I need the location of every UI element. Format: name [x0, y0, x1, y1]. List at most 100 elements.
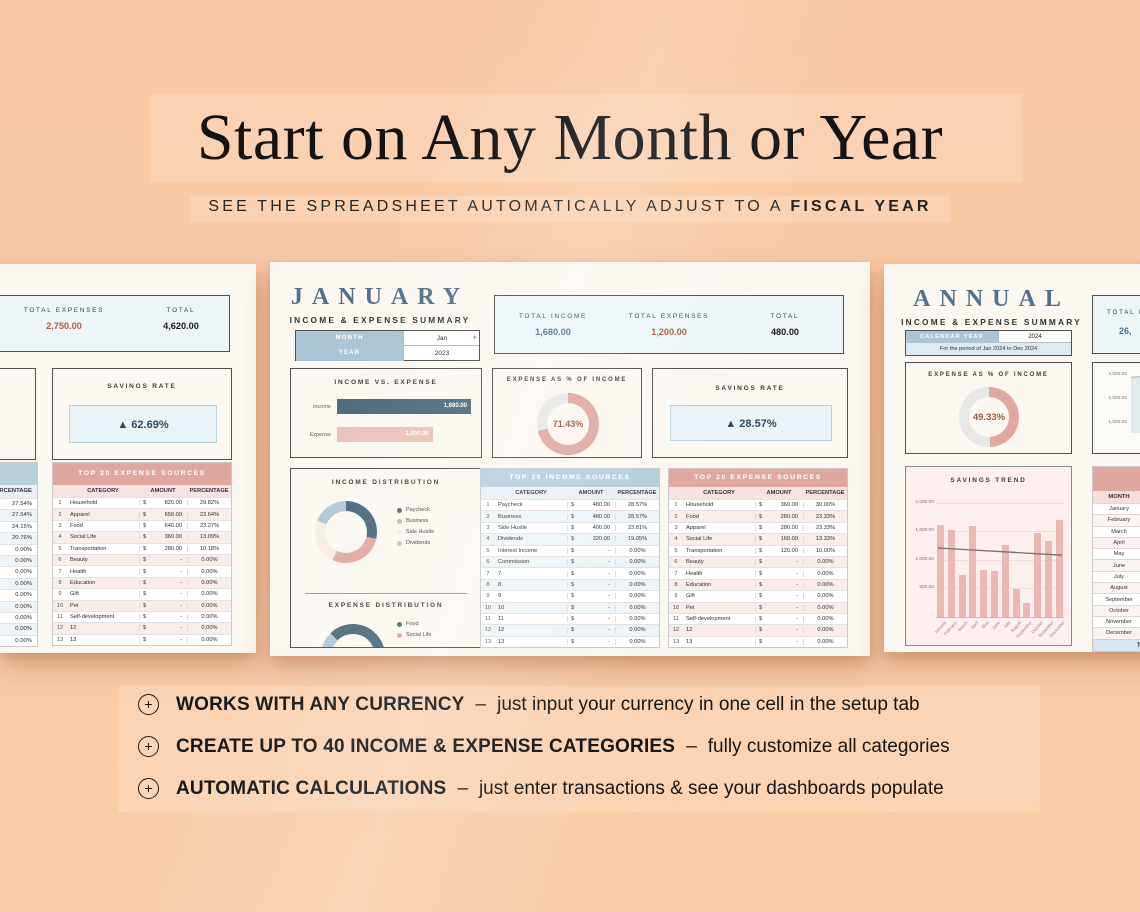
expense-pct-box: EXPENSE AS % OF INCOME 71.43%	[492, 368, 642, 458]
table-row[interactable]: 9 Gift $ - 0.00%	[53, 588, 231, 599]
month-row[interactable]: September	[1093, 593, 1140, 604]
percentage-cell[interactable]: 0.00%	[0, 623, 37, 635]
table-row[interactable]: 5 Transportation $ 120.00 10.00%	[669, 544, 847, 556]
table-row[interactable]: 6 Beauty $ - 0.00%	[53, 553, 231, 566]
table-row[interactable]: 7 Health $ - 0.00%	[669, 567, 847, 578]
percentage-cell[interactable]: 27.54%	[0, 509, 37, 521]
month-name: May	[1113, 551, 1125, 558]
table-row[interactable]: 3 Apparel $ 280.00 23.33%	[669, 521, 847, 533]
savings-rate-title: SAVINGS RATE	[715, 385, 785, 392]
percentage-cell[interactable]: 0.00%	[0, 554, 37, 567]
percentage-cell[interactable]: 24.15%	[0, 520, 37, 532]
annual-expense-pct-box: EXPENSE AS % OF INCOME 49.33%	[905, 362, 1072, 454]
table-row[interactable]: 4 Dividends $ 320.00 19.05%	[481, 533, 659, 545]
x-label: February	[942, 620, 958, 637]
income-bar: 1,680.00	[337, 399, 471, 414]
table-row[interactable]: 9 9 $ - 0.00%	[481, 590, 659, 601]
table-row[interactable]: 11 Self-development $ - 0.00%	[669, 612, 847, 624]
month-table-header-bar	[1093, 467, 1140, 491]
legend-item: Social Life	[397, 632, 431, 638]
table-row[interactable]: 10 10 $ - 0.00%	[481, 601, 659, 613]
table-row[interactable]: 13 13 $ - 0.00%	[481, 635, 659, 647]
table-row[interactable]: 10 Pet $ - 0.00%	[669, 601, 847, 613]
calendar-year-value[interactable]: 2024	[998, 331, 1071, 343]
table-row[interactable]: 12 12 $ - 0.00%	[669, 624, 847, 636]
table-row[interactable]: 13 13 $ - 0.00%	[669, 635, 847, 647]
table-row[interactable]: 7 7 $ - 0.00%	[481, 567, 659, 578]
savings-trend-title: SAVINGS TREND	[950, 477, 1027, 484]
col-category: CATEGORY	[87, 488, 119, 494]
dash-separator: –	[475, 693, 487, 715]
month-row[interactable]: June	[1093, 559, 1140, 571]
percentage-cell[interactable]: 27.54%	[0, 498, 37, 509]
table-row[interactable]: 8 Education $ - 0.00%	[669, 578, 847, 591]
table-row[interactable]: 2 Business $ 480.00 28.57%	[481, 510, 659, 522]
total-income-col: TOTAL INCOME 1,680.00	[498, 313, 608, 337]
table-row[interactable]: 6 Commission $ - 0.00%	[481, 555, 659, 568]
legend-label: Dividends	[406, 540, 431, 546]
annual-expense-pct-donut-chart: 49.33%	[959, 387, 1019, 447]
expense-table-rows: 1 Household $ 360.00 30.00% 2 Food $ 280…	[669, 499, 847, 647]
month-row[interactable]: October	[1093, 604, 1140, 616]
income-sources-table: TOP 20 INCOME SOURCES CATEGORY AMOUNT PE…	[480, 468, 660, 649]
month-name: October	[1109, 607, 1129, 614]
percentage-cell[interactable]: 0.00%	[0, 543, 37, 555]
month-row[interactable]: February	[1093, 514, 1140, 526]
percentage-cell[interactable]: 0.00%	[0, 577, 37, 590]
table-row[interactable]: 1 Paycheck $ 480.00 28.57%	[481, 499, 659, 510]
table-row[interactable]: 12 12 $ - 0.00%	[53, 622, 231, 634]
savings-bar	[1012, 588, 1020, 617]
table-row[interactable]: 5 Transportation $ 280.00 10.18%	[53, 542, 231, 554]
table-row[interactable]: 12 12 $ - 0.00%	[481, 624, 659, 636]
month-row[interactable]: December	[1093, 627, 1140, 639]
percentage-column-rows: 27.54% 27.54% 24.15% 20.76% 0.00% 0.00% 0.00% 0…	[0, 498, 37, 646]
table-row[interactable]: 8 8 $ - 0.00%	[481, 578, 659, 591]
dash-separator: –	[457, 777, 468, 799]
table-row[interactable]: 9 Gift $ - 0.00%	[669, 590, 847, 601]
table-row[interactable]: 2 Food $ 280.00 23.33%	[669, 510, 847, 522]
table-row[interactable]: 11 Self-development $ - 0.00%	[53, 610, 231, 622]
percentage-cell[interactable]: 0.00%	[0, 634, 37, 646]
month-row[interactable]: January	[1093, 503, 1140, 514]
percentage-cell[interactable]: 0.00%	[0, 611, 37, 623]
percentage-cell[interactable]: 0.00%	[0, 566, 37, 577]
table-row[interactable]: 1 Household $ 820.00 29.82%	[53, 497, 231, 508]
month-row[interactable]: July	[1093, 570, 1140, 582]
year-value-cell[interactable]: 2023	[403, 346, 480, 361]
page-subtitle: SEE THE SPREADSHEET AUTOMATICALLY ADJUST…	[0, 198, 1140, 216]
annual-total-label: TOTAL INCOME	[1107, 309, 1140, 316]
chevron-down-icon[interactable]: ▾	[473, 335, 476, 341]
savings-rate-box: SAVINGS RATE ▲ 28.57%	[652, 368, 848, 458]
y-tick: 1,500.00	[915, 528, 934, 533]
table-row[interactable]: 4 Social Life $ 160.00 13.33%	[669, 533, 847, 545]
table-row[interactable]: 8 Education $ - 0.00%	[53, 576, 231, 589]
table-row[interactable]: 5 Interest Income $ - 0.00%	[481, 544, 659, 556]
table-row[interactable]: 7 Health $ - 0.00%	[53, 565, 231, 576]
total-col: TOTAL 480.00	[730, 313, 840, 337]
table-row[interactable]: 2 Apparel $ 650.00 23.64%	[53, 508, 231, 520]
month-row[interactable]: March	[1093, 525, 1140, 537]
month-row[interactable]: November	[1093, 615, 1140, 627]
percentage-cell[interactable]: 20.76%	[0, 532, 37, 544]
income-table-rows: 1 Paycheck $ 480.00 28.57% 2 Business $ …	[481, 499, 659, 647]
table-row[interactable]: 3 Side Hustle $ 400.00 23.81%	[481, 521, 659, 533]
table-row[interactable]: 4 Social Life $ 360.00 13.09%	[53, 531, 231, 543]
table-row[interactable]: 13 13 $ - 0.00%	[53, 633, 231, 645]
month-row[interactable]: August	[1093, 582, 1140, 594]
table-row[interactable]: 6 Beauty $ - 0.00%	[669, 555, 847, 568]
expense-bar-label: Expense	[309, 432, 331, 438]
month-row[interactable]: April	[1093, 536, 1140, 549]
percentage-cell[interactable]: 0.00%	[0, 589, 37, 600]
month-row[interactable]: May	[1093, 548, 1140, 559]
percentage-cell[interactable]: 0.00%	[0, 600, 37, 612]
col-percentage: PERCENTAGE	[189, 488, 229, 494]
expense-table-title: TOP 20 EXPENSE SOURCES	[53, 463, 231, 485]
month-value-dropdown[interactable]: Jan ▾	[403, 331, 480, 346]
table-row[interactable]: 11 11 $ - 0.00%	[481, 612, 659, 624]
table-row[interactable]: 3 Food $ 640.00 23.27%	[53, 519, 231, 531]
month-name: January	[1109, 506, 1129, 513]
month-rows: January February March April May June July Augu…	[1093, 503, 1140, 639]
table-row[interactable]: 10 Pet $ - 0.00%	[53, 599, 231, 611]
feature-description: just enter transactions & see your dashb…	[478, 777, 944, 799]
table-row[interactable]: 1 Household $ 360.00 30.00%	[669, 499, 847, 510]
